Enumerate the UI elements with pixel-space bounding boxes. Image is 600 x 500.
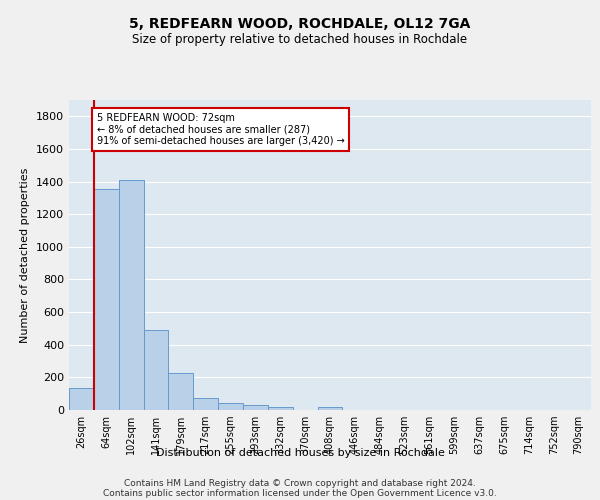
Text: Contains HM Land Registry data © Crown copyright and database right 2024.: Contains HM Land Registry data © Crown c… xyxy=(124,480,476,488)
Text: 5 REDFEARN WOOD: 72sqm
← 8% of detached houses are smaller (287)
91% of semi-det: 5 REDFEARN WOOD: 72sqm ← 8% of detached … xyxy=(97,113,344,146)
Y-axis label: Number of detached properties: Number of detached properties xyxy=(20,168,31,342)
Text: Distribution of detached houses by size in Rochdale: Distribution of detached houses by size … xyxy=(155,448,445,458)
Text: 5, REDFEARN WOOD, ROCHDALE, OL12 7GA: 5, REDFEARN WOOD, ROCHDALE, OL12 7GA xyxy=(130,18,470,32)
Text: Size of property relative to detached houses in Rochdale: Size of property relative to detached ho… xyxy=(133,32,467,46)
Bar xyxy=(243,406,268,410)
Bar xyxy=(143,330,169,410)
Bar xyxy=(193,398,218,410)
Bar xyxy=(94,189,119,410)
Bar xyxy=(119,180,143,410)
Bar xyxy=(218,402,243,410)
Bar xyxy=(268,407,293,410)
Bar xyxy=(317,406,343,410)
Bar xyxy=(69,388,94,410)
Bar xyxy=(169,374,193,410)
Text: Contains public sector information licensed under the Open Government Licence v3: Contains public sector information licen… xyxy=(103,490,497,498)
